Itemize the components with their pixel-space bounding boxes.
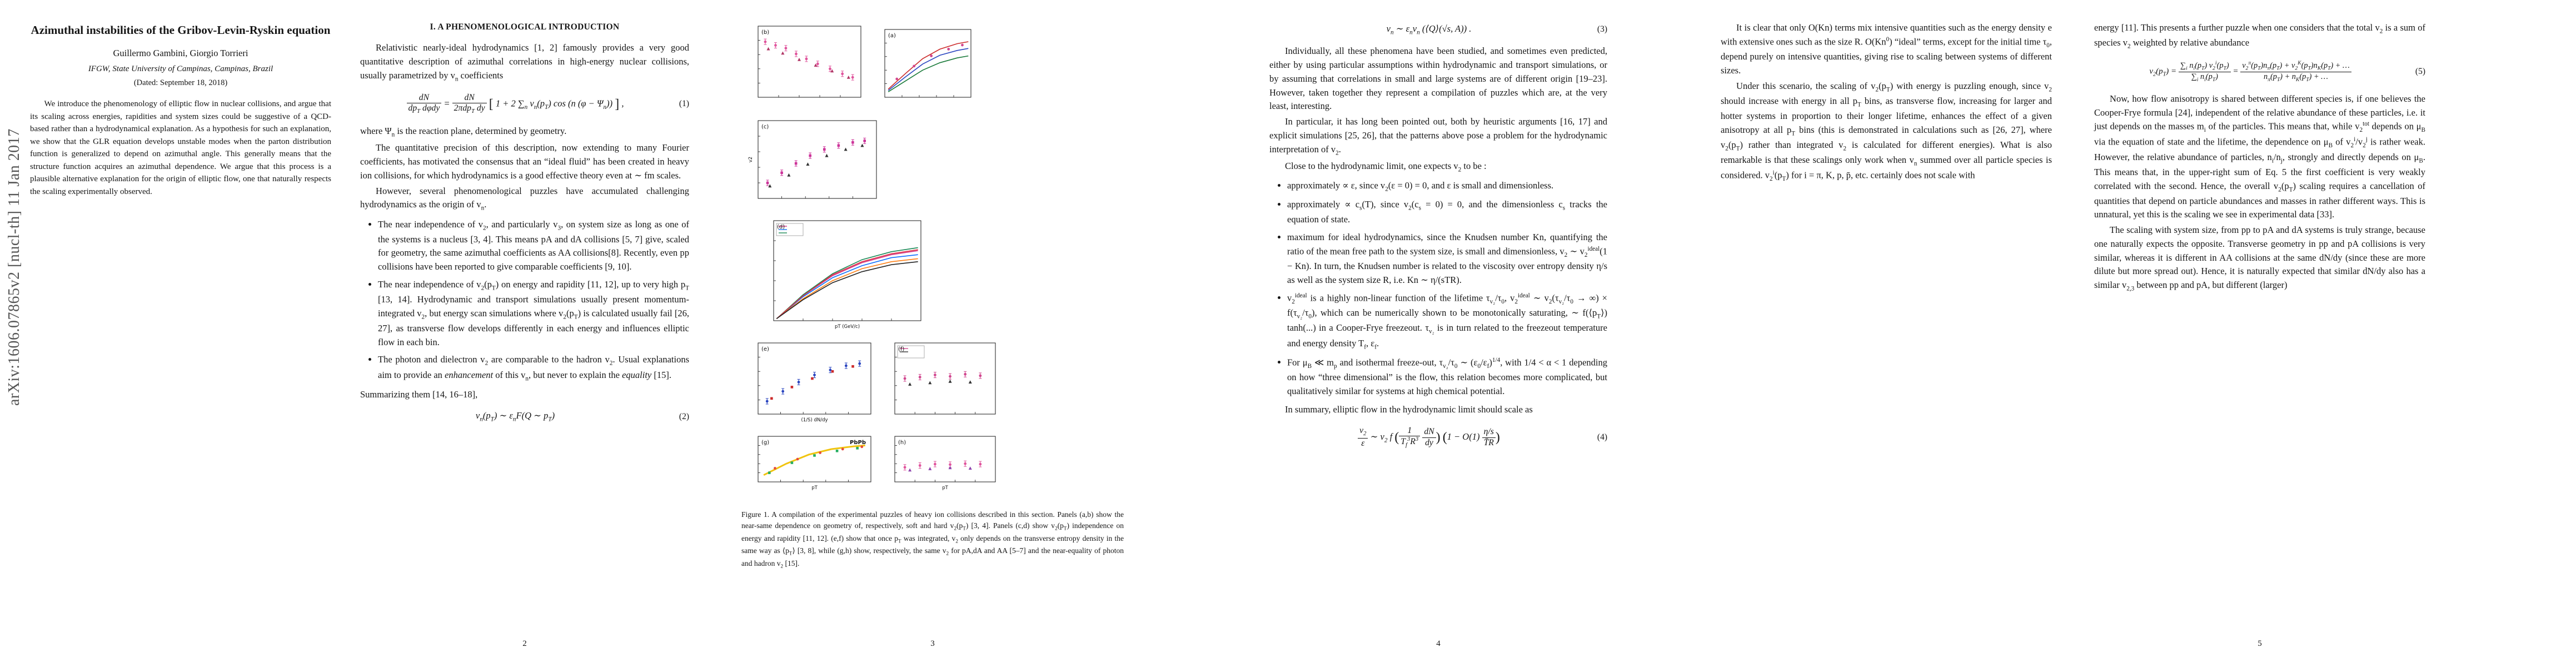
page-5-left-column: It is clear that only O(Kn) terms mix in…	[1721, 21, 2052, 186]
date-line: (Dated: September 18, 2018)	[133, 78, 228, 88]
bullet-item: maximum for ideal hydrodynamics, since t…	[1287, 231, 1607, 287]
bullet-item: The near independence of v2, and particu…	[378, 218, 689, 274]
paragraph: Under this scenario, the scaling of v2(p…	[1721, 80, 2052, 183]
page-3-figure-column: (b) (a) (c) v2 (d) pT (GeV/c) (e) (1/S) dN/dy (f…	[741, 21, 1124, 648]
paragraph: The scaling with system size, from pp to…	[2094, 225, 2425, 292]
svg-text:(c): (c)	[761, 124, 769, 130]
equation-3: vn ∼ εnvn (⟨Q⟩(√s, A)) . (3)	[1269, 23, 1607, 36]
bullet-item: approximately ∝ ε, since v2(ε = 0) = 0, …	[1287, 179, 1607, 194]
figure-caption: Figure 1. A compilation of the experimen…	[741, 510, 1124, 569]
equation-number: (5)	[2415, 67, 2425, 77]
svg-text:(1/S) dN/dy: (1/S) dN/dy	[801, 417, 828, 423]
paragraph: Summarizing them [14, 16–18],	[360, 389, 478, 400]
svg-text:pT: pT	[942, 485, 948, 491]
page-4-column: vn ∼ εnvn (⟨Q⟩(√s, A)) . (3) Individuall…	[1269, 21, 1607, 648]
equation-2: vn(pT) ∼ εnF(Q ∼ pT) (2)	[360, 410, 689, 422]
figure-panel-g: (g) PbPb pT	[747, 432, 875, 494]
paper-title: Azimuthal instabilities of the Gribov-Le…	[31, 23, 331, 37]
page-5-right-column: energy [11]. This presents a further puz…	[2094, 21, 2425, 648]
section-heading: I. A PHENOMENOLOGICAL INTRODUCTION	[430, 22, 620, 32]
figure-panel-e: (e) (1/S) dN/dy	[747, 339, 875, 426]
svg-text:(d): (d)	[777, 224, 785, 230]
svg-text:(e): (e)	[761, 346, 769, 352]
equation-4: v2 ε ∼ v2 f (1 Tf3R3 dN dy) (1 − O(1) η/s T̄…	[1269, 426, 1607, 450]
figure-panel-f: (f)	[884, 339, 999, 426]
authors: Guillermo Gambini, Giorgio Torrieri	[113, 48, 248, 59]
paragraph: where Ψn is the reaction plane, determin…	[360, 126, 567, 138]
affiliation: IFGW, State University of Campinas, Camp…	[88, 64, 273, 74]
bullet-item: For μB ≪ mp and isothermal freeze-out, τ…	[1287, 356, 1607, 399]
paragraph: Individually, all these phenomena have b…	[1269, 46, 1607, 112]
paragraph: However, several phenomenological puzzle…	[360, 185, 689, 212]
paragraph: The quantitative precision of this descr…	[360, 142, 689, 181]
page-title-column: Azimuthal instabilities of the Gribov-Le…	[17, 21, 345, 200]
paragraph: Relativistic nearly-ideal hydrodynamics …	[360, 42, 689, 82]
svg-text:(b): (b)	[761, 29, 769, 36]
figure-canvas: (b) (a) (c) v2 (d) pT (GeV/c) (e) (1/S) dN/dy (f…	[747, 21, 1000, 494]
figure-panel-h: (h) pT	[884, 432, 999, 494]
equation-number: (4)	[1597, 432, 1607, 442]
svg-text:pT: pT	[811, 485, 818, 491]
figure-panel-c: (c) v2	[747, 117, 880, 211]
paragraph: In particular, it has long been pointed …	[1269, 116, 1607, 156]
abstract: We introduce the phenomenology of ellipt…	[30, 99, 331, 196]
figure-panel-a: (a)	[874, 26, 975, 109]
figure-panel-b: (b)	[747, 22, 865, 109]
page-number-2: 2	[522, 639, 527, 648]
paragraph: In summary, elliptic flow in the hydrody…	[1285, 404, 1533, 415]
equation-number: (2)	[679, 411, 689, 421]
equation-body: v2 ε ∼ v2 f (1 Tf3R3 dN dy) (1 − O(1) η/s T̄…	[1269, 426, 1588, 450]
paragraph: Now, how flow anisotropy is shared betwe…	[2094, 93, 2425, 220]
paragraph: energy [11]. This presents a further puz…	[2094, 22, 2425, 50]
equation-body: vn(pT) ∼ εnF(Q ∼ pT)	[475, 410, 555, 423]
equation-1: dN dpT dφdy = dN 2πdpT dy [ 1 + 2 ∑n vn(pT…	[360, 93, 689, 116]
bullet-item: The photon and dielectron v2 are compara…	[378, 353, 689, 383]
bullet-item: approximately ∝ cs(T), since v2(cs = 0) …	[1287, 198, 1607, 227]
equation-5: v2(pT) = ∑i ni(pT) v2i(pT) ∑i ni(pT) = v2…	[2094, 60, 2425, 83]
page-number-4: 4	[1436, 639, 1441, 648]
figure-panel-d: (d) pT (GeV/c)	[763, 217, 925, 333]
svg-text:(a): (a)	[888, 33, 896, 39]
page-number-3: 3	[930, 639, 935, 648]
bullet-list: approximately ∝ ε, since v2(ε = 0) = 0, …	[1273, 179, 1607, 399]
paragraph: It is clear that only O(Kn) terms mix in…	[1721, 22, 2052, 76]
equation-body: v2(pT) = ∑i ni(pT) v2i(pT) ∑i ni(pT) = v2…	[2094, 60, 2406, 83]
svg-text:PbPb: PbPb	[850, 440, 866, 446]
equation-body: dN dpT dφdy = dN 2πdpT dy [ 1 + 2 ∑n vn(pT…	[360, 93, 670, 116]
equation-body: vn ∼ εnvn (⟨Q⟩(√s, A)) .	[1386, 23, 1472, 36]
svg-text:pT (GeV/c): pT (GeV/c)	[835, 324, 860, 330]
equation-number: (1)	[679, 99, 689, 109]
bullet-item: v2ideal is a highly non-linear function …	[1287, 291, 1607, 352]
paragraph: Close to the hydrodynamic limit, one exp…	[1285, 160, 1487, 173]
svg-text:(g): (g)	[761, 440, 769, 446]
svg-text:(f): (f)	[898, 346, 904, 352]
equation-number: (3)	[1597, 24, 1607, 34]
bullet-item: The near independence of v2(pT) on energ…	[378, 278, 689, 350]
svg-text:v2: v2	[748, 157, 754, 162]
page-2-column: I. A PHENOMENOLOGICAL INTRODUCTION Relat…	[360, 21, 689, 648]
page-number-5: 5	[2258, 639, 2262, 648]
svg-text:(h): (h)	[898, 440, 906, 446]
bullet-list: The near independence of v2, and particu…	[363, 218, 689, 384]
